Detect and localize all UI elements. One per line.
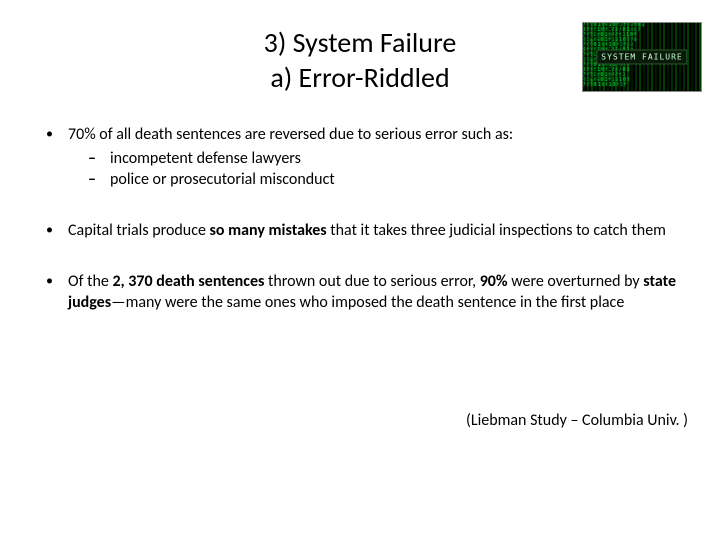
sub-bullet-item: incompetent defense lawyers — [88, 148, 680, 170]
slide-container: ｱｲｳ01ｶｷ10ｹｺｻｼｽｾ01 ﾀﾁﾂﾃ10ﾅﾆﾇﾈﾉ01ﾊﾋﾌ ｱｲｳｴｵ… — [0, 0, 720, 540]
bullet-item: Capital trials produce so many mistakes … — [40, 221, 680, 242]
bullet-text: were overturned by — [511, 272, 643, 291]
bullet-text: Of the — [68, 272, 112, 291]
bullet-text: so many mistakes — [210, 221, 331, 240]
citation-text: (Liebman Study – Columbia Univ. ) — [466, 411, 688, 430]
bullet-text: such as: — [462, 125, 514, 144]
thumbnail-label: SYSTEM FAILURE — [596, 50, 687, 65]
bullet-text: thrown out due to serious error, — [268, 272, 480, 291]
system-failure-image: ｱｲｳ01ｶｷ10ｹｺｻｼｽｾ01 ﾀﾁﾂﾃ10ﾅﾆﾇﾈﾉ01ﾊﾋﾌ ｱｲｳｴｵ… — [582, 22, 702, 92]
bullet-text: 2, 370 death sentences — [112, 272, 268, 291]
bullet-text: that it takes three judicial inspections… — [330, 221, 666, 240]
bullet-text: Capital trials produce — [68, 221, 210, 240]
sub-bullet-list: incompetent defense lawyerspolice or pro… — [88, 148, 680, 191]
bullet-text: 70% of all death sentences are reversed … — [68, 125, 462, 144]
bullet-item: Of the 2, 370 death sentences thrown out… — [40, 272, 680, 314]
bullet-text: —many were the same ones who imposed the… — [111, 293, 624, 312]
bullet-list: 70% of all death sentences are reversed … — [40, 125, 680, 313]
bullet-text: 90% — [480, 272, 512, 291]
sub-bullet-item: police or prosecutorial misconduct — [88, 169, 680, 191]
bullet-item: 70% of all death sentences are reversed … — [40, 125, 680, 191]
